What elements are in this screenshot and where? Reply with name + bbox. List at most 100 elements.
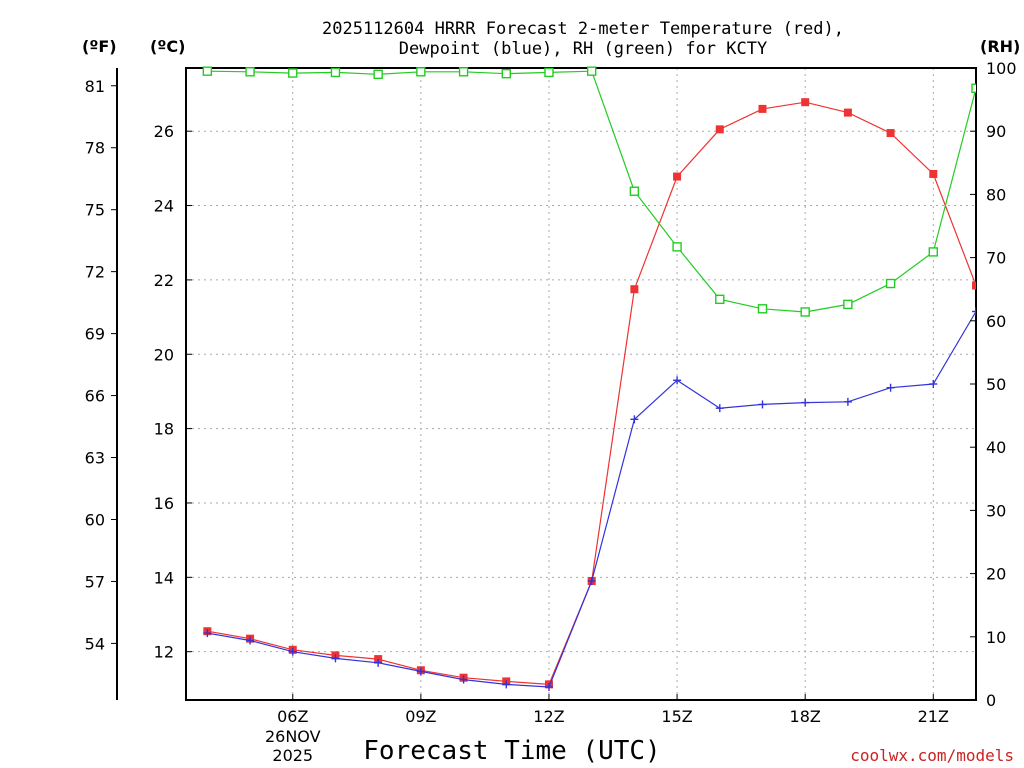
chart-title-line2: Dewpoint (blue), RH (green) for KCTY bbox=[399, 39, 767, 59]
rh-point bbox=[971, 83, 976, 93]
axes bbox=[116, 67, 977, 701]
dewpoint-point bbox=[331, 654, 340, 663]
dewpoint-line bbox=[207, 311, 976, 688]
celsius-tick-label: 14 bbox=[154, 568, 174, 587]
fahrenheit-unit-label: (ºF) bbox=[82, 37, 117, 56]
rh-tick-label: 0 bbox=[986, 691, 996, 710]
data-series bbox=[202, 66, 976, 691]
celsius-tick-label: 18 bbox=[154, 420, 174, 439]
rh-tick-label: 20 bbox=[986, 565, 1006, 584]
dewpoint-point bbox=[416, 667, 425, 676]
dewpoint-point bbox=[801, 398, 810, 407]
x-tick-label: 12Z bbox=[533, 707, 564, 726]
rh-point bbox=[245, 67, 255, 77]
grid-lines bbox=[186, 68, 976, 700]
dewpoint-point bbox=[587, 577, 596, 586]
dewpoint-point bbox=[544, 682, 553, 691]
celsius-tick-label: 26 bbox=[154, 122, 174, 141]
dewpoint-point bbox=[929, 380, 938, 388]
tick-labels: 54 57 60 63 66 69 72 75 78 81 12 14 16 18 20 22 24 26 0 10 2… bbox=[85, 59, 1017, 765]
rh-point bbox=[501, 68, 511, 79]
dewpoint-point bbox=[630, 415, 639, 424]
x-tick-date-label: 26NOV bbox=[265, 727, 321, 746]
x-tick-year-label: 2025 bbox=[272, 746, 313, 765]
rh-tick-label: 80 bbox=[986, 185, 1006, 204]
celsius-tick-label: 22 bbox=[154, 271, 174, 290]
temperature-point bbox=[758, 104, 767, 113]
celsius-unit-label: (ºC) bbox=[150, 37, 185, 56]
rh-tick-label: 70 bbox=[986, 249, 1006, 268]
fahrenheit-tick-label: 54 bbox=[85, 634, 105, 653]
dewpoint-point bbox=[502, 680, 511, 689]
fahrenheit-tick-label: 81 bbox=[85, 77, 105, 96]
fahrenheit-tick-label: 69 bbox=[85, 325, 105, 344]
rh-point bbox=[757, 304, 768, 314]
temperature-point bbox=[630, 285, 639, 294]
dewpoint-point bbox=[288, 647, 297, 656]
dewpoint-point bbox=[246, 636, 255, 645]
fahrenheit-tick-label: 66 bbox=[85, 387, 105, 406]
chart-title-line1: 2025112604 HRRR Forecast 2-meter Tempera… bbox=[322, 19, 844, 39]
rh-point bbox=[715, 294, 725, 305]
plot-frame bbox=[185, 67, 977, 701]
rh-tick-label: 10 bbox=[986, 628, 1006, 647]
rh-tick-label: 30 bbox=[986, 501, 1006, 520]
rh-tick-label: 100 bbox=[986, 59, 1017, 78]
fahrenheit-tick-label: 78 bbox=[85, 139, 105, 158]
dewpoint-point bbox=[886, 383, 895, 392]
temperature-line bbox=[207, 101, 976, 686]
rh-point bbox=[544, 67, 554, 78]
rh-line bbox=[207, 70, 976, 313]
rh-point bbox=[416, 67, 426, 77]
fahrenheit-tick-label: 63 bbox=[85, 449, 105, 468]
rh-point bbox=[672, 242, 682, 252]
rh-tick-label: 90 bbox=[986, 122, 1006, 141]
dewpoint-point bbox=[843, 397, 852, 406]
temperature-point bbox=[843, 108, 852, 117]
fahrenheit-tick-label: 72 bbox=[85, 263, 105, 282]
rh-point bbox=[586, 66, 597, 76]
rh-point bbox=[629, 186, 640, 196]
celsius-tick-label: 20 bbox=[154, 345, 174, 364]
rh-point bbox=[373, 69, 383, 80]
dewpoint-point bbox=[203, 629, 212, 638]
dewpoint-point bbox=[459, 675, 468, 684]
rh-point bbox=[202, 66, 213, 76]
x-tick-label: 18Z bbox=[790, 707, 821, 726]
dewpoint-point bbox=[715, 404, 724, 413]
temperature-point bbox=[972, 281, 976, 290]
temperature-point bbox=[886, 129, 895, 138]
temperature-point bbox=[673, 172, 682, 181]
rh-tick-label: 50 bbox=[986, 375, 1006, 394]
rh-point bbox=[800, 307, 810, 317]
x-tick-label: 06Z bbox=[277, 707, 308, 726]
temperature-point bbox=[801, 98, 810, 107]
rh-tick-label: 40 bbox=[986, 438, 1006, 457]
x-tick-label: 21Z bbox=[918, 707, 949, 726]
rh-unit-label: (RH) bbox=[980, 37, 1020, 56]
x-axis-label: Forecast Time (UTC) bbox=[363, 736, 660, 766]
rh-point bbox=[843, 299, 853, 310]
dewpoint-point bbox=[972, 307, 976, 316]
rh-point bbox=[288, 68, 298, 78]
celsius-tick-label: 16 bbox=[154, 494, 174, 513]
rh-point bbox=[885, 278, 896, 289]
temperature-point bbox=[929, 169, 938, 178]
credit-text: coolwx.com/models bbox=[850, 746, 1014, 765]
celsius-tick-label: 24 bbox=[154, 197, 174, 216]
rh-point bbox=[928, 247, 938, 257]
temperature-point bbox=[715, 125, 724, 134]
fahrenheit-tick-label: 60 bbox=[85, 510, 105, 529]
rh-point bbox=[330, 67, 341, 78]
rh-point bbox=[458, 67, 469, 77]
dewpoint-point bbox=[758, 400, 767, 409]
celsius-tick-label: 12 bbox=[154, 643, 174, 662]
dewpoint-point bbox=[673, 376, 682, 385]
x-tick-label: 09Z bbox=[405, 707, 436, 726]
x-tick-label: 15Z bbox=[661, 707, 692, 726]
dewpoint-point bbox=[374, 658, 383, 667]
rh-tick-label: 60 bbox=[986, 312, 1006, 331]
fahrenheit-tick-label: 57 bbox=[85, 572, 105, 591]
fahrenheit-tick-label: 75 bbox=[85, 201, 105, 220]
